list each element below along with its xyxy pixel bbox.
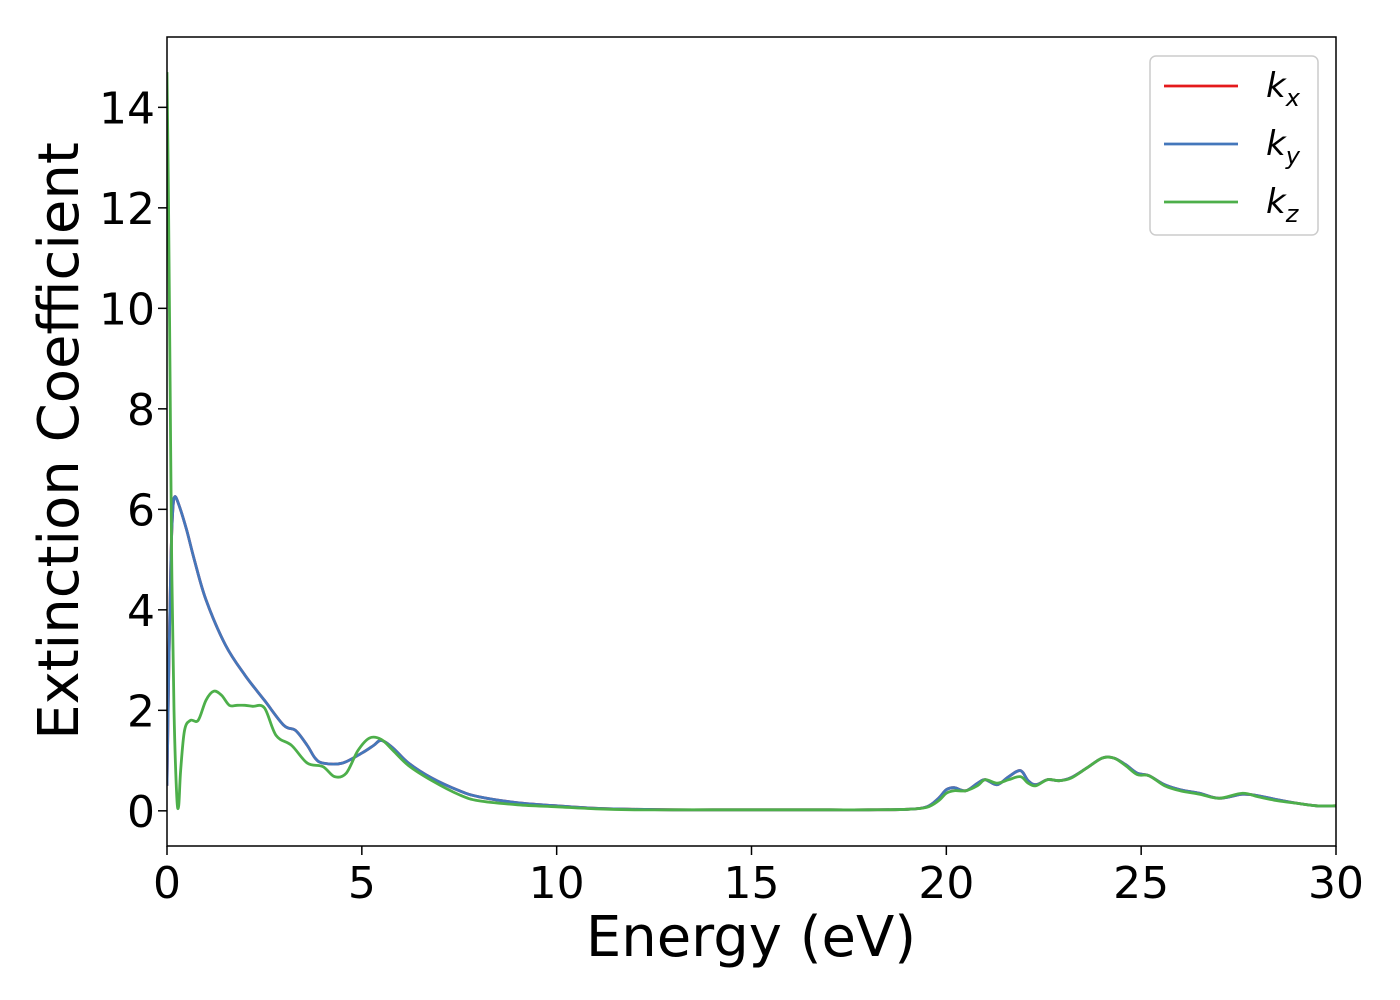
y-axis-ticks: 0 2 4 6 8 10 12 14 <box>99 83 167 838</box>
x-tick-label: 5 <box>348 858 376 909</box>
legend-label-subscript: z <box>1285 200 1300 228</box>
x-tick-label: 20 <box>918 858 974 909</box>
legend-label-main: k <box>1266 66 1287 106</box>
y-tick-label: 2 <box>127 686 155 737</box>
y-tick-label: 0 <box>127 787 155 838</box>
series-layer <box>167 72 1336 812</box>
x-tick-label: 10 <box>529 858 585 909</box>
legend-label-subscript: y <box>1285 142 1301 170</box>
legend-label-subscript: x <box>1285 84 1301 112</box>
legend-label-k-x: kx <box>1266 66 1301 112</box>
y-tick-label: 4 <box>127 586 155 637</box>
y-tick-label: 6 <box>127 485 155 536</box>
legend-label-k-z: kz <box>1266 182 1300 228</box>
x-axis-title: Energy (eV) <box>586 905 916 970</box>
legend-label-main: k <box>1266 124 1287 164</box>
x-tick-label: 15 <box>724 858 780 909</box>
legend-label-k-y: ky <box>1266 124 1301 170</box>
legend-label-main: k <box>1266 182 1287 222</box>
y-tick-label: 10 <box>99 284 155 335</box>
plot-frame <box>166 36 1337 847</box>
y-tick-label: 8 <box>127 385 155 436</box>
y-axis-title: Extinction Coefficient <box>27 142 92 740</box>
x-tick-label: 25 <box>1113 858 1169 909</box>
x-axis-ticks: 0 5 10 15 20 25 30 <box>153 846 1364 909</box>
series-line-k-z <box>167 72 1336 812</box>
y-tick-label: 14 <box>99 83 155 134</box>
x-tick-label: 0 <box>153 858 181 909</box>
x-tick-label: 30 <box>1308 858 1364 909</box>
legend-box <box>1149 55 1319 236</box>
y-tick-label: 12 <box>99 184 155 235</box>
